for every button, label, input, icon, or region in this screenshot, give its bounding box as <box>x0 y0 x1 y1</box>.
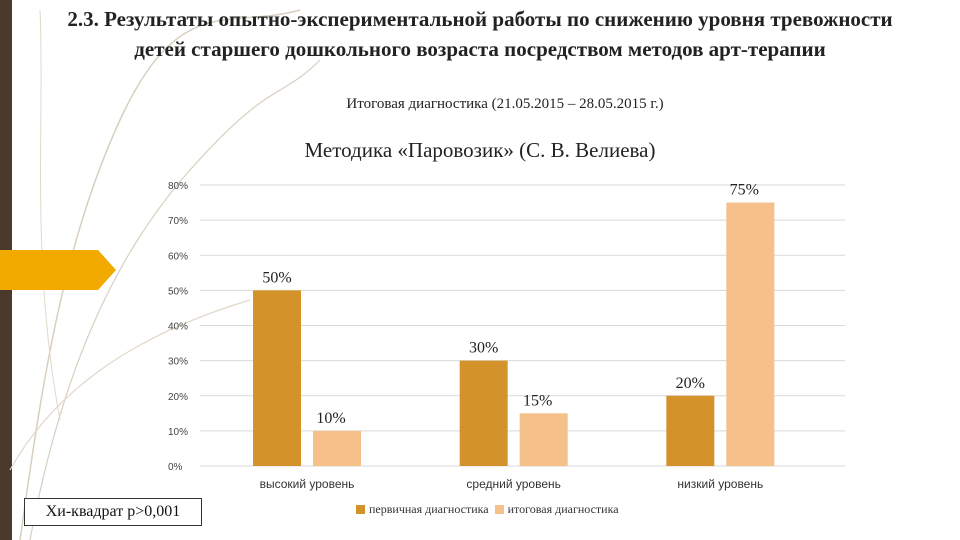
page-title: 2.3. Результаты опытно-экспериментальной… <box>67 7 893 61</box>
y-tick-label: 10% <box>168 427 188 438</box>
data-label: 15% <box>523 392 552 409</box>
y-tick-label: 0% <box>168 462 183 473</box>
data-label: 50% <box>262 269 291 286</box>
bar <box>253 290 301 466</box>
data-label: 20% <box>676 375 705 392</box>
data-label: 75% <box>730 182 759 199</box>
accent-arrow-tab <box>0 250 116 290</box>
bar <box>313 430 361 466</box>
x-category-label: высокий уровень <box>260 477 355 491</box>
x-category-label: низкий уровень <box>677 477 763 491</box>
bar <box>519 413 568 466</box>
y-tick-label: 50% <box>168 286 188 297</box>
data-label: 10% <box>316 410 345 427</box>
bar <box>726 202 775 466</box>
page-subtitle: Итоговая диагностика (21.05.2015 – 28.05… <box>346 96 664 112</box>
legend-item-series2: итоговая диагностика <box>494 502 619 517</box>
chi-square-note: Хи-квадрат p>0,001 <box>24 498 202 526</box>
y-tick-label: 60% <box>168 251 188 262</box>
y-tick-label: 20% <box>168 392 188 403</box>
chart-legend: первичная диагностика итоговая диагности… <box>356 502 625 517</box>
bar <box>666 395 715 466</box>
legend-item-series1: первичная диагностика <box>356 502 489 517</box>
y-tick-label: 30% <box>168 357 188 368</box>
y-tick-label: 80% <box>168 181 188 192</box>
legend-label-series1: первичная диагностика <box>369 502 489 516</box>
legend-swatch-series1 <box>356 505 365 514</box>
bar <box>459 360 508 466</box>
chart-title: Методика «Паровозик» (С. В. Велиева) <box>304 138 656 162</box>
y-tick-label: 40% <box>168 322 188 333</box>
x-category-label: средний уровень <box>466 477 560 491</box>
y-tick-label: 70% <box>168 216 188 227</box>
data-label: 30% <box>469 340 498 357</box>
legend-label-series2: итоговая диагностика <box>507 502 619 516</box>
legend-swatch-series2 <box>494 505 504 514</box>
